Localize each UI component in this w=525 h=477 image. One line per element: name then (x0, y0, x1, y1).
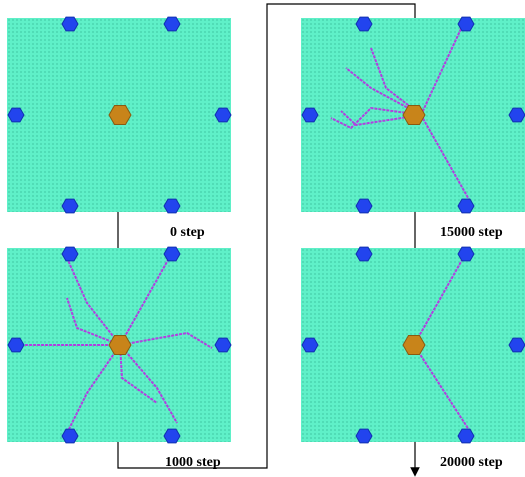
panel (301, 17, 525, 213)
electrode (8, 108, 24, 122)
electrode (164, 17, 180, 31)
panel (7, 17, 231, 213)
center-source (403, 336, 425, 355)
electrode (356, 247, 372, 261)
electrode (458, 247, 474, 261)
electrode (62, 199, 78, 213)
electrode (8, 338, 24, 352)
center-source (109, 106, 131, 125)
electrode (215, 108, 231, 122)
electrode (302, 108, 318, 122)
electrode (356, 199, 372, 213)
electrode (164, 199, 180, 213)
panel-label: 20000 step (440, 455, 503, 470)
panel-label: 0 step (170, 225, 205, 240)
electrode (458, 199, 474, 213)
panel (301, 247, 525, 443)
electrode (302, 338, 318, 352)
panel-label: 1000 step (165, 455, 221, 470)
electrode (509, 338, 525, 352)
figure: 0 step 15000 step 1000 step 20000 step (0, 0, 525, 477)
electrode (356, 17, 372, 31)
electrode (215, 338, 231, 352)
electrode (62, 429, 78, 443)
electrode (509, 108, 525, 122)
panel (7, 247, 231, 443)
electrode (164, 429, 180, 443)
center-source (403, 106, 425, 125)
electrode (62, 247, 78, 261)
electrode (62, 17, 78, 31)
electrode (164, 247, 180, 261)
center-source (109, 336, 131, 355)
electrode (356, 429, 372, 443)
electrode (458, 429, 474, 443)
panel-label: 15000 step (440, 225, 503, 240)
electrode (458, 17, 474, 31)
